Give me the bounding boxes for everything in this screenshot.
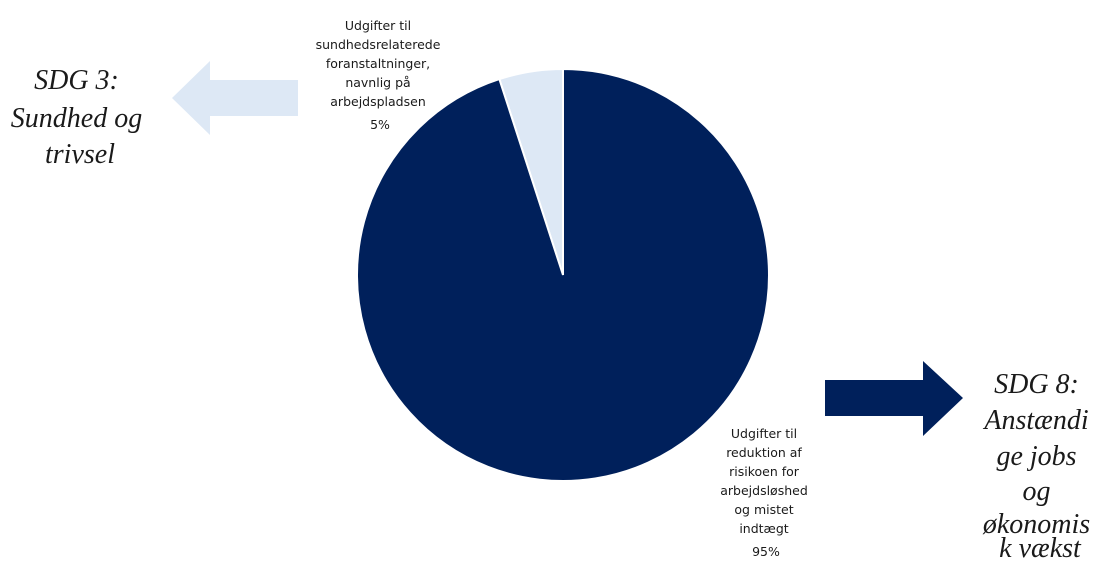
sdg3-annotation: SDG 3: Sundhed og trivsel — [11, 65, 149, 170]
slice-label-employment: Udgifter til reduktion af risikoen for a… — [720, 426, 812, 559]
arrow-left-icon — [172, 61, 298, 135]
slice-label-health: Udgifter til sundhedsrelaterede foransta… — [316, 18, 445, 132]
slice-value-health: 5% — [370, 117, 390, 132]
sdg8-annotation: SDG 8: Anstændi ge jobs og økonomis k væ… — [982, 369, 1097, 561]
arrow-right-icon — [825, 361, 963, 436]
slice-value-employment: 95% — [752, 544, 780, 559]
pie-slices — [356, 67, 770, 482]
pie-slice-employment — [356, 67, 770, 482]
